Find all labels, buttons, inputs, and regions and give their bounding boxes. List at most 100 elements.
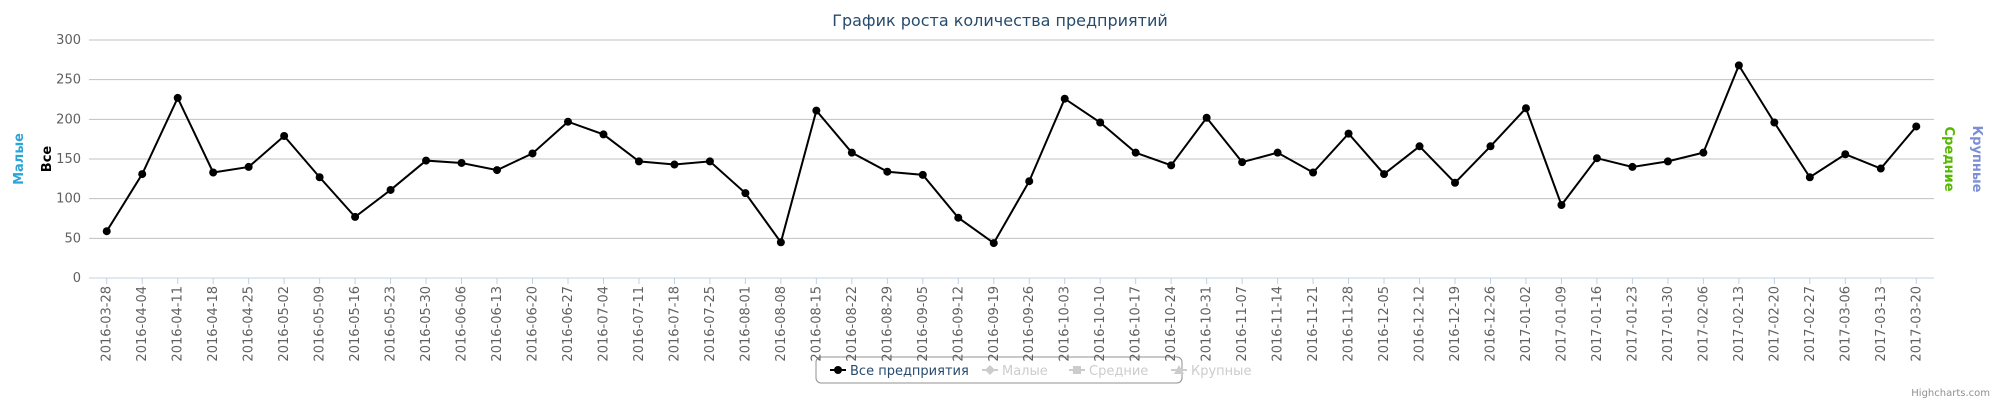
legend-symbol [1073, 366, 1081, 374]
x-tick-label: 2017-02-13 [1732, 286, 1747, 362]
legend-label[interactable]: Малые [1002, 364, 1048, 379]
point[interactable] [1486, 142, 1495, 151]
point[interactable] [741, 189, 750, 198]
point[interactable] [1628, 162, 1637, 171]
y-tick-label: 300 [56, 33, 81, 48]
x-tick-label: 2016-08-29 [880, 286, 895, 362]
point[interactable] [599, 130, 608, 139]
point[interactable] [1805, 173, 1814, 182]
x-tick-label: 2016-12-19 [1448, 286, 1463, 362]
point[interactable] [954, 213, 963, 222]
point[interactable] [1663, 157, 1672, 166]
point[interactable] [528, 149, 537, 158]
credits[interactable]: Highcharts.com [1911, 388, 1990, 399]
legend-symbol [985, 365, 995, 375]
point[interactable] [1557, 201, 1566, 210]
point[interactable] [280, 131, 289, 140]
x-tick-label: 2017-01-02 [1519, 286, 1534, 362]
legend-label[interactable]: Все предприятия [850, 364, 969, 379]
y-tick-label: 50 [64, 231, 81, 246]
x-tick-label: 2016-04-11 [171, 286, 186, 362]
x-tick-label: 2017-03-13 [1874, 286, 1889, 362]
point[interactable] [315, 173, 324, 182]
point[interactable] [1734, 61, 1743, 70]
x-tick-label: 2016-06-20 [526, 286, 541, 362]
x-tick-label: 2016-10-31 [1200, 286, 1215, 362]
chart-title: График роста количества предприятий [832, 11, 1168, 30]
x-tick-label: 2016-10-24 [1164, 286, 1179, 362]
point[interactable] [1167, 161, 1176, 170]
x-tick-label: 2016-05-02 [277, 286, 292, 362]
x-tick-label: 2017-03-20 [1909, 286, 1924, 362]
point[interactable] [422, 156, 431, 165]
point[interactable] [1380, 170, 1389, 179]
x-tick-label: 2016-04-04 [135, 286, 150, 362]
point[interactable] [1876, 164, 1885, 173]
point[interactable] [1344, 129, 1353, 138]
point[interactable] [670, 160, 679, 169]
point[interactable] [883, 167, 892, 176]
point[interactable] [386, 185, 395, 194]
x-tick-label: 2016-04-25 [242, 286, 257, 362]
legend-label[interactable]: Крупные [1191, 364, 1251, 379]
point[interactable] [705, 157, 714, 166]
point[interactable] [173, 93, 182, 102]
x-tick-label: 2017-02-06 [1696, 286, 1711, 362]
x-tick-label: 2016-10-17 [1129, 286, 1144, 362]
point[interactable] [776, 238, 785, 247]
x-tick-label: 2016-07-11 [632, 286, 647, 362]
point[interactable] [351, 212, 360, 221]
point[interactable] [1096, 118, 1105, 127]
point[interactable] [457, 158, 466, 167]
point[interactable] [244, 162, 253, 171]
point[interactable] [989, 239, 998, 248]
x-tick-label: 2016-06-13 [490, 286, 505, 362]
point[interactable] [1415, 142, 1424, 151]
legend-label[interactable]: Средние [1089, 364, 1148, 379]
point[interactable] [1521, 104, 1530, 113]
point[interactable] [847, 148, 856, 157]
point[interactable] [1770, 118, 1779, 127]
x-tick-label: 2017-01-16 [1590, 286, 1605, 362]
x-tick-label: 2016-12-05 [1377, 286, 1392, 362]
point[interactable] [563, 117, 572, 126]
x-tick-label: 2016-11-07 [1235, 286, 1250, 362]
point[interactable] [1451, 178, 1460, 187]
point[interactable] [1025, 177, 1034, 186]
x-tick-label: 2016-05-09 [313, 286, 328, 362]
x-tick-label: 2016-09-12 [951, 286, 966, 362]
point[interactable] [138, 170, 147, 179]
x-tick-label: 2016-12-12 [1413, 286, 1428, 362]
point[interactable] [1592, 154, 1601, 163]
x-tick-label: 2017-02-20 [1767, 286, 1782, 362]
x-tick-label: 2016-11-14 [1271, 286, 1286, 362]
point[interactable] [1273, 148, 1282, 157]
x-tick-label: 2016-08-22 [845, 286, 860, 362]
point[interactable] [1309, 168, 1318, 177]
legend-symbol [834, 366, 842, 374]
point[interactable] [918, 170, 927, 179]
point[interactable] [493, 166, 502, 175]
point[interactable] [634, 157, 643, 166]
point[interactable] [1202, 113, 1211, 122]
x-tick-label: 2016-04-18 [206, 286, 221, 362]
point[interactable] [1060, 94, 1069, 103]
x-tick-label: 2016-05-30 [419, 286, 434, 362]
x-tick-label: 2017-01-09 [1554, 286, 1569, 362]
x-tick-label: 2017-02-27 [1803, 286, 1818, 362]
point[interactable] [102, 227, 111, 236]
point[interactable] [1131, 148, 1140, 157]
point[interactable] [812, 106, 821, 115]
point[interactable] [1841, 150, 1850, 159]
point[interactable] [1699, 148, 1708, 157]
x-tick-label: 2017-01-23 [1625, 286, 1640, 362]
point[interactable] [209, 168, 218, 177]
y-tick-label: 100 [56, 192, 81, 207]
point[interactable] [1238, 158, 1247, 167]
point[interactable] [1912, 122, 1921, 131]
x-tick-label: 2016-09-19 [987, 286, 1002, 362]
axis-title: Средние [1941, 126, 1956, 191]
x-tick-label: 2016-11-21 [1306, 286, 1321, 362]
axis-title: Крупные [1969, 126, 1984, 193]
y-tick-label: 0 [73, 271, 81, 286]
